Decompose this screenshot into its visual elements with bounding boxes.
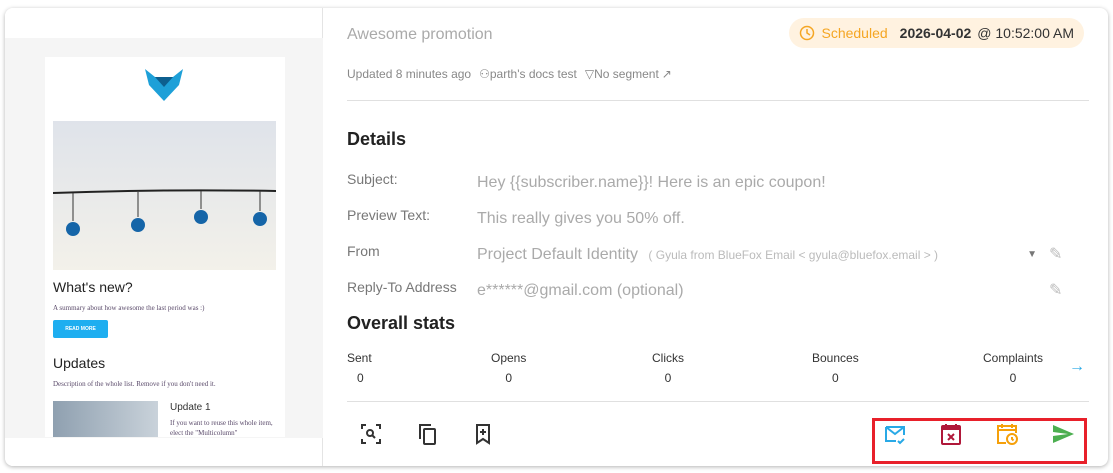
details-heading: Details (347, 129, 407, 149)
project-link[interactable]: ⚇parth's docs test (479, 67, 577, 81)
segment-link[interactable]: ▽No segment ↗ (585, 67, 672, 81)
subject-label: Subject: (347, 171, 398, 187)
cancel-schedule-icon[interactable] (939, 422, 963, 446)
segment-name: No segment (594, 67, 659, 81)
from-select[interactable]: Project Default Identity ( Gyula from Bl… (477, 246, 1037, 264)
update-title: Update 1 (170, 402, 211, 413)
send-test-email-icon[interactable] (883, 422, 907, 446)
scheduled-badge: Scheduled 2026-04-02 @ 10:52:00 AM (789, 18, 1084, 48)
from-identity-detail: ( Gyula from BlueFox Email < gyula@bluef… (648, 248, 939, 262)
preview-text-label: Preview Text: (347, 207, 430, 223)
scheduled-date: 2026-04-02 (899, 25, 972, 41)
stat-bounces: Bounces 0 (812, 351, 859, 385)
bluefox-logo (145, 69, 183, 101)
status-label: Scheduled (821, 25, 888, 41)
stats-heading: Overall stats (347, 313, 456, 333)
bookmark-add-icon[interactable] (471, 422, 495, 446)
update-image (53, 401, 158, 437)
project-name: parth's docs test (489, 67, 577, 81)
group-icon: ⚇ (479, 67, 490, 81)
campaign-card: What's new? A summary about how awesome … (5, 8, 1108, 466)
email-preview: What's new? A summary about how awesome … (45, 57, 285, 437)
email-heading: What's new? (53, 279, 133, 295)
subject-field[interactable]: Hey {{subscriber.name}}! Here is an epic… (477, 174, 826, 191)
filter-icon: ▽ (584, 67, 595, 81)
from-value: Project Default Identity (477, 246, 638, 263)
updated-text: Updated 8 minutes ago (347, 67, 472, 81)
clock-icon (800, 25, 815, 41)
reply-to-label: Reply-To Address (347, 279, 457, 295)
arrow-right-icon[interactable]: → (1069, 358, 1085, 375)
chevron-down-icon: ▼ (1027, 249, 1037, 260)
preview-zoom-icon[interactable] (359, 422, 383, 446)
action-highlight (872, 418, 1087, 464)
hero-image (52, 121, 277, 270)
edit-from-icon[interactable]: ✎ (1049, 246, 1063, 263)
from-label: From (347, 243, 380, 259)
reschedule-icon[interactable] (995, 422, 1019, 446)
email-description: Description of the whole list. Remove if… (53, 380, 216, 388)
email-preview-panel[interactable]: What's new? A summary about how awesome … (5, 8, 323, 466)
stat-complaints: Complaints 0 (983, 351, 1044, 385)
edit-reply-to-icon[interactable]: ✎ (1049, 282, 1063, 299)
divider (347, 401, 1089, 402)
scheduled-time: @ 10:52:00 AM (977, 25, 1074, 41)
email-heading-updates: Updates (53, 355, 106, 371)
stat-sent: Sent 0 (347, 351, 372, 385)
preview-text-field[interactable]: This really gives you 50% off. (477, 210, 685, 227)
update-text: If you want to reuse this whole item, el… (170, 419, 273, 437)
email-summary: A summary about how awesome the last per… (53, 304, 205, 312)
reply-to-field[interactable]: e******@gmail.com (optional) (477, 282, 684, 299)
copy-icon[interactable] (415, 422, 439, 446)
stat-opens: Opens 0 (491, 351, 527, 385)
send-icon[interactable] (1051, 422, 1075, 446)
campaign-title: Awesome promotion (347, 26, 493, 43)
open-external-icon[interactable]: ↗ (661, 67, 672, 81)
divider (347, 100, 1089, 101)
stat-clicks: Clicks 0 (652, 351, 684, 385)
read-more-button: READ MORE (53, 320, 108, 338)
